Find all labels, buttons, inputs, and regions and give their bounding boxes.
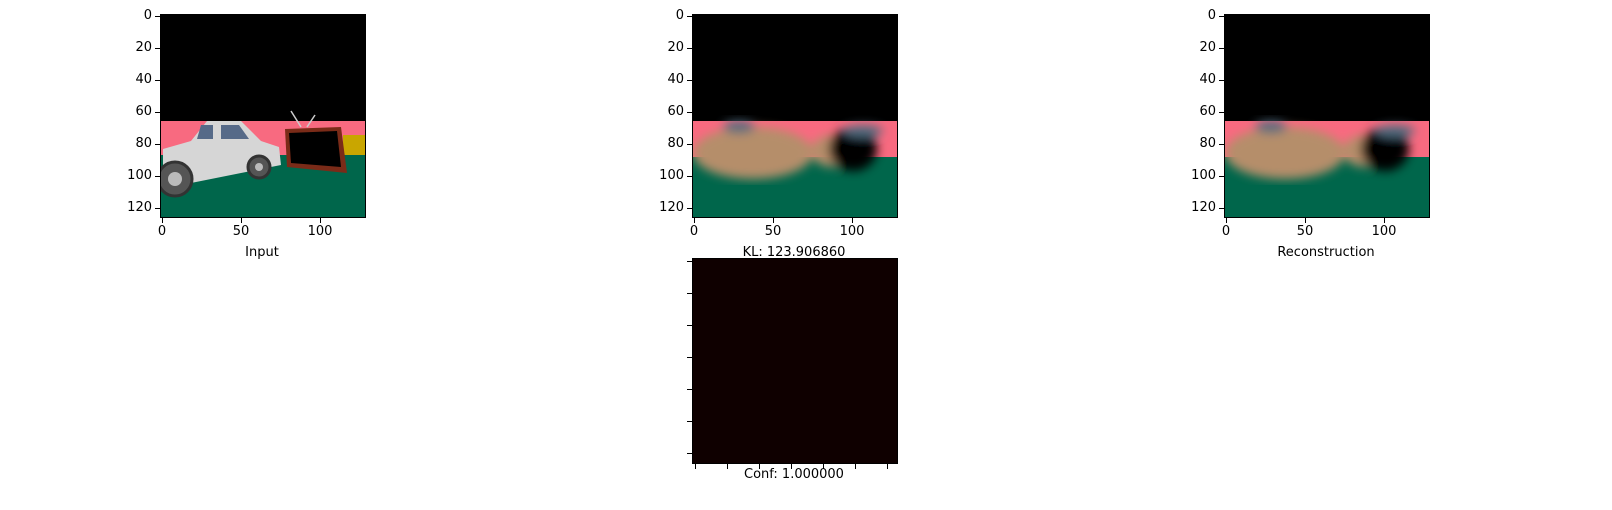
y-tick-mark: [1219, 112, 1224, 113]
y-tick-label: 40: [648, 73, 684, 87]
x-tick-label: 50: [1285, 225, 1325, 239]
y-tick-label: 100: [1180, 169, 1216, 183]
y-tick-mark: [687, 208, 692, 209]
x-tick-label: 100: [300, 225, 340, 239]
input-caption: Input: [152, 245, 372, 260]
y-tick-mark: [687, 48, 692, 49]
y-tick-mark: [1219, 80, 1224, 81]
y-tick-mark: [687, 325, 692, 326]
y-tick-mark: [687, 176, 692, 177]
y-tick-mark: [155, 16, 160, 17]
y-tick-mark: [687, 453, 692, 454]
input-scene: [161, 15, 365, 217]
y-tick-mark: [687, 293, 692, 294]
y-tick-mark: [687, 389, 692, 390]
y-tick-label: 20: [116, 41, 152, 55]
y-tick-mark: [687, 421, 692, 422]
y-tick-mark: [687, 112, 692, 113]
kl-scene: [693, 15, 897, 217]
x-tick-label: 0: [1206, 225, 1246, 239]
reconstruction-caption: Reconstruction: [1216, 245, 1436, 260]
y-tick-mark: [687, 261, 692, 262]
x-tick-mark: [773, 218, 774, 223]
y-tick-mark: [687, 80, 692, 81]
x-tick-label: 50: [753, 225, 793, 239]
y-tick-label: 20: [648, 41, 684, 55]
y-tick-mark: [155, 80, 160, 81]
y-tick-mark: [687, 144, 692, 145]
y-tick-label: 80: [648, 137, 684, 151]
kl-image: [692, 14, 898, 218]
reconstruction-scene: [1225, 15, 1429, 217]
x-tick-mark: [852, 218, 853, 223]
y-tick-mark: [1219, 48, 1224, 49]
x-tick-label: 0: [674, 225, 714, 239]
confidence-caption: Conf: 1.000000: [684, 467, 904, 482]
x-tick-label: 0: [142, 225, 182, 239]
y-tick-label: 100: [116, 169, 152, 183]
y-tick-label: 40: [1180, 73, 1216, 87]
y-tick-label: 0: [648, 9, 684, 23]
y-tick-label: 60: [1180, 105, 1216, 119]
y-tick-label: 120: [648, 201, 684, 215]
y-tick-label: 100: [648, 169, 684, 183]
x-tick-mark: [320, 218, 321, 223]
y-tick-mark: [155, 112, 160, 113]
x-tick-mark: [1384, 218, 1385, 223]
x-tick-mark: [241, 218, 242, 223]
y-tick-mark: [155, 208, 160, 209]
reconstruction-image: [1224, 14, 1430, 218]
x-tick-mark: [1305, 218, 1306, 223]
y-tick-label: 20: [1180, 41, 1216, 55]
y-tick-label: 0: [1180, 9, 1216, 23]
y-tick-label: 60: [648, 105, 684, 119]
y-tick-mark: [687, 16, 692, 17]
x-tick-label: 100: [1364, 225, 1404, 239]
y-tick-label: 120: [1180, 201, 1216, 215]
y-tick-mark: [155, 144, 160, 145]
y-tick-mark: [155, 48, 160, 49]
x-tick-mark: [694, 218, 695, 223]
y-tick-label: 80: [116, 137, 152, 151]
y-tick-mark: [1219, 144, 1224, 145]
x-tick-mark: [1226, 218, 1227, 223]
y-tick-mark: [1219, 208, 1224, 209]
x-tick-label: 50: [221, 225, 261, 239]
y-tick-label: 0: [116, 9, 152, 23]
y-tick-label: 40: [116, 73, 152, 87]
y-tick-label: 60: [116, 105, 152, 119]
y-tick-mark: [687, 357, 692, 358]
input-image: [160, 14, 366, 218]
y-tick-mark: [1219, 16, 1224, 17]
x-tick-mark: [162, 218, 163, 223]
y-tick-mark: [1219, 176, 1224, 177]
y-tick-label: 120: [116, 201, 152, 215]
x-tick-label: 100: [832, 225, 872, 239]
y-tick-label: 80: [1180, 137, 1216, 151]
y-tick-mark: [155, 176, 160, 177]
confidence-image: [692, 258, 898, 464]
